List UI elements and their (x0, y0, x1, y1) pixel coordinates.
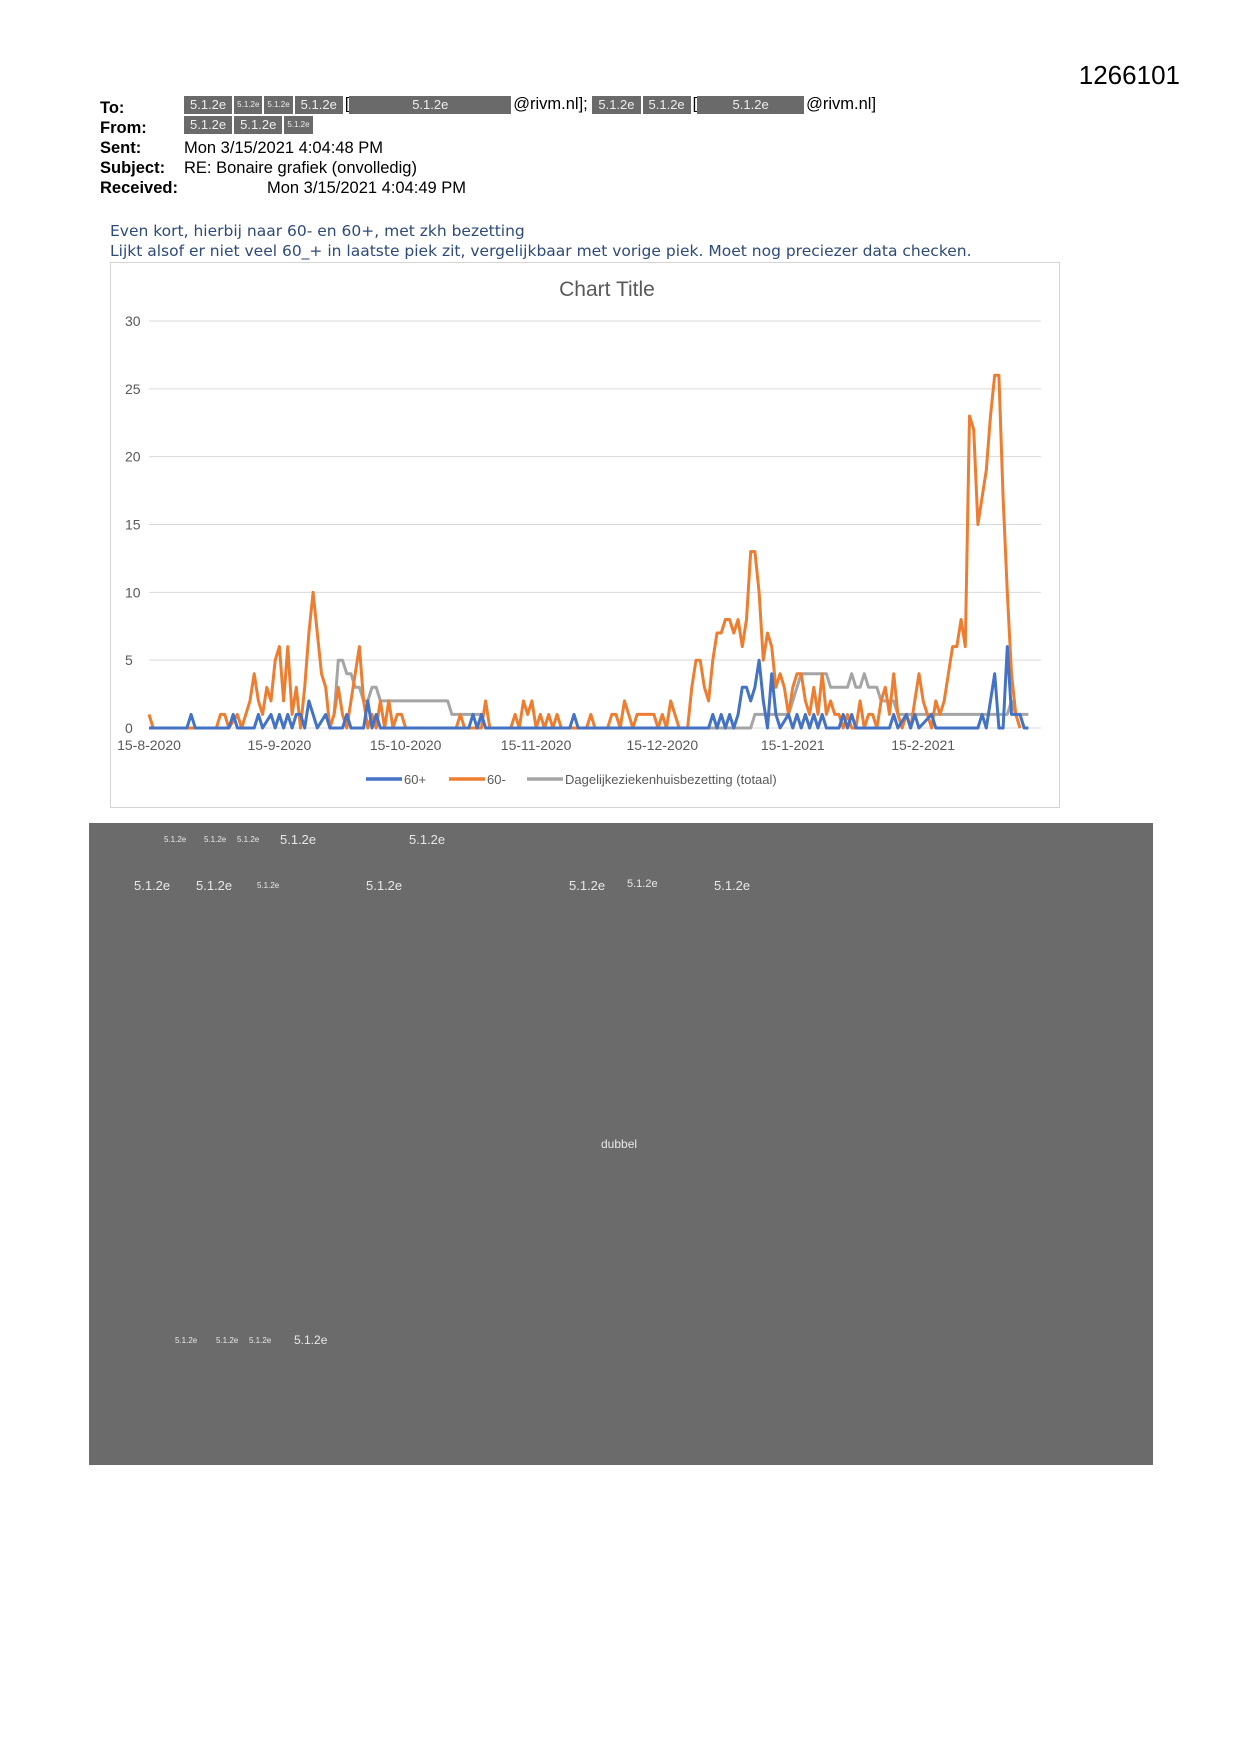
chart: Chart Title 0 5 10 15 20 25 30 15-8-2020 15-9-202… (110, 262, 1060, 808)
x-tick-label: 15-11-2020 (501, 737, 572, 753)
sent-value: Mon 3/15/2021 4:04:48 PM (184, 139, 384, 157)
message-line-1: Even kort, hierbij naar 60- en 60+, met … (110, 222, 525, 240)
x-tick-label: 15-1-2021 (761, 737, 825, 753)
redaction: 5.1.2e (234, 115, 283, 134)
redaction-label: 5.1.2e (294, 1333, 328, 1347)
to-domain: @rivm.nl] (806, 95, 877, 113)
series-line-2 (332, 658, 1029, 730)
redaction-label: 5.1.2e (280, 832, 317, 847)
redaction-label: 5.1.2e (569, 878, 606, 893)
redaction-label: 5.1.2e (714, 878, 751, 893)
document-id: 1266101 (1078, 60, 1180, 90)
redaction: 5.1.2e (184, 95, 233, 114)
series-line-1 (147, 373, 1022, 730)
redaction: 5.1.2e (264, 95, 293, 114)
redacted-note: dubbel (601, 1137, 638, 1151)
x-tick-label: 15-9-2020 (248, 737, 312, 753)
from-value: 5.1.2e 5.1.2e 5.1.2e (184, 114, 315, 134)
chart-title: Chart Title (559, 278, 655, 301)
y-tick-label: 10 (125, 584, 141, 600)
redaction-label: 5.1.2e (134, 878, 171, 893)
subject-label: Subject: (100, 159, 166, 177)
redaction-label: 5.1.2e (627, 878, 658, 890)
redaction-label: 5.1.2e (237, 835, 260, 844)
legend-label: 60- (487, 772, 506, 787)
x-tick-label: 15-10-2020 (370, 737, 442, 753)
chart-svg: Chart Title 0 5 10 15 20 25 30 15-8-2020 15-9-202… (117, 278, 1041, 787)
subject-value: RE: Bonaire grafiek (onvolledig) (184, 159, 417, 177)
redaction-label: 5.1.2e (216, 1336, 239, 1345)
bracket: [ (692, 95, 698, 113)
y-tick-label: 30 (125, 313, 141, 329)
legend-label: 60+ (404, 772, 426, 787)
redaction: 5.1.2e (184, 115, 233, 134)
series-line-0 (149, 645, 1029, 730)
redaction: 5.1.2e (349, 95, 512, 114)
y-tick-label: 25 (125, 381, 141, 397)
received-value: Mon 3/15/2021 4:04:49 PM (267, 179, 467, 197)
redaction: 5.1.2e (234, 95, 263, 114)
redaction: 5.1.2e (697, 95, 805, 114)
redaction-label: 5.1.2e (196, 878, 233, 893)
received-label: Received: (100, 179, 178, 197)
redaction: 5.1.2e (592, 95, 641, 114)
y-tick-label: 0 (125, 720, 133, 736)
redaction: 5.1.2e (294, 95, 343, 114)
redacted-block: 5.1.2e 5.1.2e 5.1.2e 5.1.2e 5.1.2e 5.1.2… (89, 823, 1153, 1465)
redaction-label: 5.1.2e (366, 878, 403, 893)
redaction-label: 5.1.2e (257, 881, 280, 890)
legend-label: Dagelijkeziekenhuisbezetting (totaal) (565, 772, 777, 787)
sent-label: Sent: (100, 139, 142, 157)
to-value: 5.1.2e 5.1.2e 5.1.2e 5.1.2e[5.1.2e @rivm.nl]… (184, 94, 876, 115)
redaction-label: 5.1.2e (249, 1336, 272, 1345)
redaction-label: 5.1.2e (204, 835, 227, 844)
to-label: To: (100, 99, 125, 117)
message-line-2: Lijkt alsof er niet veel 60_+ in laatste… (110, 242, 972, 260)
from-label: From: (100, 119, 147, 137)
x-tick-label: 15-12-2020 (627, 737, 699, 753)
x-tick-label: 15-2-2021 (891, 737, 955, 753)
redaction-label: 5.1.2e (175, 1336, 198, 1345)
message-body: Even kort, hierbij naar 60- en 60+, met … (110, 221, 972, 261)
y-tick-label: 5 (125, 652, 133, 668)
y-tick-label: 20 (125, 449, 141, 465)
to-domain: @rivm.nl]; (513, 95, 588, 113)
y-tick-label: 15 (125, 517, 141, 533)
redaction: 5.1.2e (642, 95, 691, 114)
redaction-label: 5.1.2e (164, 835, 187, 844)
x-tick-label: 15-8-2020 (117, 737, 181, 753)
bracket: [ (344, 95, 350, 113)
redaction: 5.1.2e (284, 115, 313, 134)
redaction-label: 5.1.2e (409, 832, 446, 847)
